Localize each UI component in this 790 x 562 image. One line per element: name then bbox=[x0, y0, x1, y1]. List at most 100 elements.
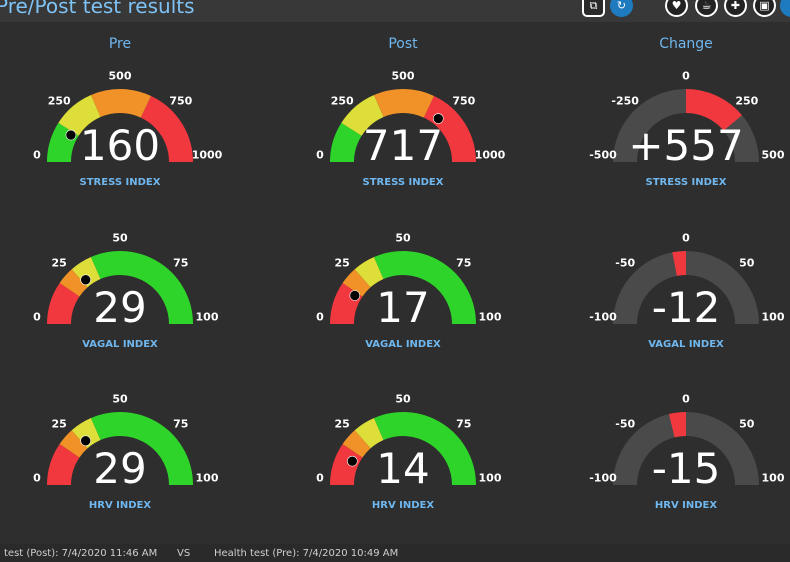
footer-pre-test: Health test (Pre): 7/4/2020 10:49 AM bbox=[214, 548, 399, 559]
gauge-arc bbox=[330, 89, 476, 163]
gauge-pointer bbox=[80, 435, 91, 447]
gauge-segment-3 bbox=[423, 95, 476, 163]
gauge-segment-2 bbox=[71, 257, 101, 288]
stress-index-change-gauge: -500 -250 0 250 500 +557 STRESS INDEX bbox=[571, 62, 790, 202]
gauge-segment-2 bbox=[91, 89, 152, 118]
gauge-label: VAGAL INDEX bbox=[365, 339, 441, 350]
gauge-segment-2 bbox=[354, 418, 384, 449]
gauge-segment-3 bbox=[91, 412, 193, 486]
hrv-index-pre-gauge: 0 25 50 75 100 29 HRV INDEX bbox=[5, 385, 235, 525]
gauge-segment-1 bbox=[59, 269, 88, 297]
gauge-segment-3 bbox=[91, 251, 193, 325]
gauge-label: VAGAL INDEX bbox=[82, 339, 158, 350]
footer-post-test: test (Post): 7/4/2020 11:46 AM bbox=[4, 548, 158, 559]
gauge-segment-1 bbox=[342, 430, 371, 458]
gauge-tick-label: 25 bbox=[334, 256, 350, 270]
gauge-pointer bbox=[80, 274, 91, 286]
copy-icon[interactable]: ⧉ bbox=[582, 0, 605, 17]
footer-bar bbox=[0, 544, 790, 562]
column-header-change: Change bbox=[659, 36, 713, 52]
gauge-label: STRESS INDEX bbox=[79, 177, 161, 188]
gauge-segment-0 bbox=[47, 443, 80, 486]
gauge-value: -15 bbox=[651, 444, 721, 493]
gauge-arc bbox=[47, 251, 193, 325]
gauge-value: 14 bbox=[376, 444, 430, 493]
gauge-tick-label: 1000 bbox=[191, 148, 223, 162]
gauge-arc bbox=[613, 412, 759, 486]
footer-vs: VS bbox=[177, 548, 191, 559]
gauge-value: 160 bbox=[79, 121, 161, 170]
hrv-index-post-gauge: 0 25 50 75 100 14 HRV INDEX bbox=[288, 385, 518, 525]
gauge-value: -12 bbox=[651, 283, 721, 332]
gauge-tick-label: 0 bbox=[316, 148, 324, 162]
gauge-segment-2 bbox=[374, 89, 435, 118]
gauge-tick-label: 50 bbox=[739, 256, 755, 270]
gauge-tick-label: 0 bbox=[33, 310, 41, 324]
gauge-tick-label: -50 bbox=[615, 417, 636, 431]
gauge-arc bbox=[47, 412, 193, 486]
gauge-arc bbox=[613, 89, 759, 163]
gauge-arc bbox=[330, 251, 476, 325]
gauge-pointer bbox=[432, 113, 444, 124]
gauge-pointer bbox=[349, 290, 361, 301]
gauge-tick-label: 50 bbox=[112, 231, 128, 245]
gauge-label: HRV INDEX bbox=[371, 500, 435, 511]
gauge-tick-label: 750 bbox=[452, 94, 476, 108]
gauge-tick-label: 50 bbox=[395, 231, 411, 245]
gauge-change-arc bbox=[668, 412, 687, 438]
gauge-tick-label: -500 bbox=[589, 148, 617, 162]
gauge-segment-0 bbox=[47, 282, 80, 325]
gauge-tick-label: 0 bbox=[33, 148, 41, 162]
gauge-segment-0 bbox=[330, 122, 362, 163]
gauge-tick-label: -50 bbox=[615, 256, 636, 270]
gauge-segment-2 bbox=[71, 418, 101, 449]
hrv-index-change-gauge: -100 -50 0 50 100 -15 HRV INDEX bbox=[571, 385, 790, 525]
gauge-tick-label: 250 bbox=[47, 94, 71, 108]
stress-index-pre-gauge: 0 250 500 750 1000 160 STRESS INDEX bbox=[5, 62, 235, 202]
gauge-tick-label: -100 bbox=[589, 471, 617, 485]
gauge-arc bbox=[330, 412, 476, 486]
heart-icon[interactable]: ♥ bbox=[665, 0, 688, 17]
vagal-index-post-gauge: 0 25 50 75 100 17 VAGAL INDEX bbox=[288, 224, 518, 364]
gauge-value: 29 bbox=[93, 283, 147, 332]
gauge-value: +557 bbox=[628, 121, 744, 170]
column-header-pre: Pre bbox=[108, 36, 132, 52]
column-header-post: Post bbox=[388, 36, 418, 52]
gauge-tick-label: 500 bbox=[391, 69, 415, 83]
gauge-tick-label: 0 bbox=[316, 310, 324, 324]
gauge-tick-label: 75 bbox=[456, 417, 472, 431]
image-icon[interactable]: ▣ bbox=[753, 0, 776, 17]
gauge-tick-label: 0 bbox=[682, 69, 690, 83]
gauge-change-arc bbox=[685, 89, 743, 131]
refresh-icon[interactable]: ↻ bbox=[610, 0, 633, 17]
gauge-change-arc bbox=[672, 251, 687, 276]
gauge-tick-label: 250 bbox=[330, 94, 354, 108]
gauge-tick-label: 250 bbox=[735, 94, 759, 108]
gauge-tick-label: 0 bbox=[33, 471, 41, 485]
gauge-tick-label: 100 bbox=[761, 310, 785, 324]
gauge-tick-label: 25 bbox=[334, 417, 350, 431]
gauge-tick-label: 100 bbox=[478, 310, 502, 324]
gauge-segment-3 bbox=[374, 412, 476, 486]
gauge-tick-label: 75 bbox=[456, 256, 472, 270]
gauge-tick-label: 25 bbox=[51, 256, 67, 270]
gauge-tick-label: 1000 bbox=[474, 148, 506, 162]
gauge-segment-1 bbox=[342, 269, 371, 297]
cup-icon[interactable]: ☕ bbox=[695, 0, 718, 17]
gauge-tick-label: 0 bbox=[682, 392, 690, 406]
gauge-label: HRV INDEX bbox=[654, 500, 718, 511]
gauge-tick-label: 50 bbox=[112, 392, 128, 406]
medkit-icon[interactable]: ✚ bbox=[724, 0, 747, 17]
stress-index-post-gauge: 0 250 500 750 1000 717 STRESS INDEX bbox=[288, 62, 518, 202]
gauge-tick-label: -250 bbox=[611, 94, 639, 108]
gauge-label: VAGAL INDEX bbox=[648, 339, 724, 350]
gauge-value: 17 bbox=[376, 283, 430, 332]
gauge-tick-label: 50 bbox=[739, 417, 755, 431]
gauge-pointer bbox=[65, 129, 77, 141]
gauge-tick-label: 100 bbox=[761, 471, 785, 485]
gauge-arc bbox=[613, 251, 759, 325]
gauge-label: STRESS INDEX bbox=[645, 177, 727, 188]
gauge-pointer bbox=[347, 455, 358, 467]
gauge-segment-3 bbox=[374, 251, 476, 325]
gauge-value: 29 bbox=[93, 444, 147, 493]
